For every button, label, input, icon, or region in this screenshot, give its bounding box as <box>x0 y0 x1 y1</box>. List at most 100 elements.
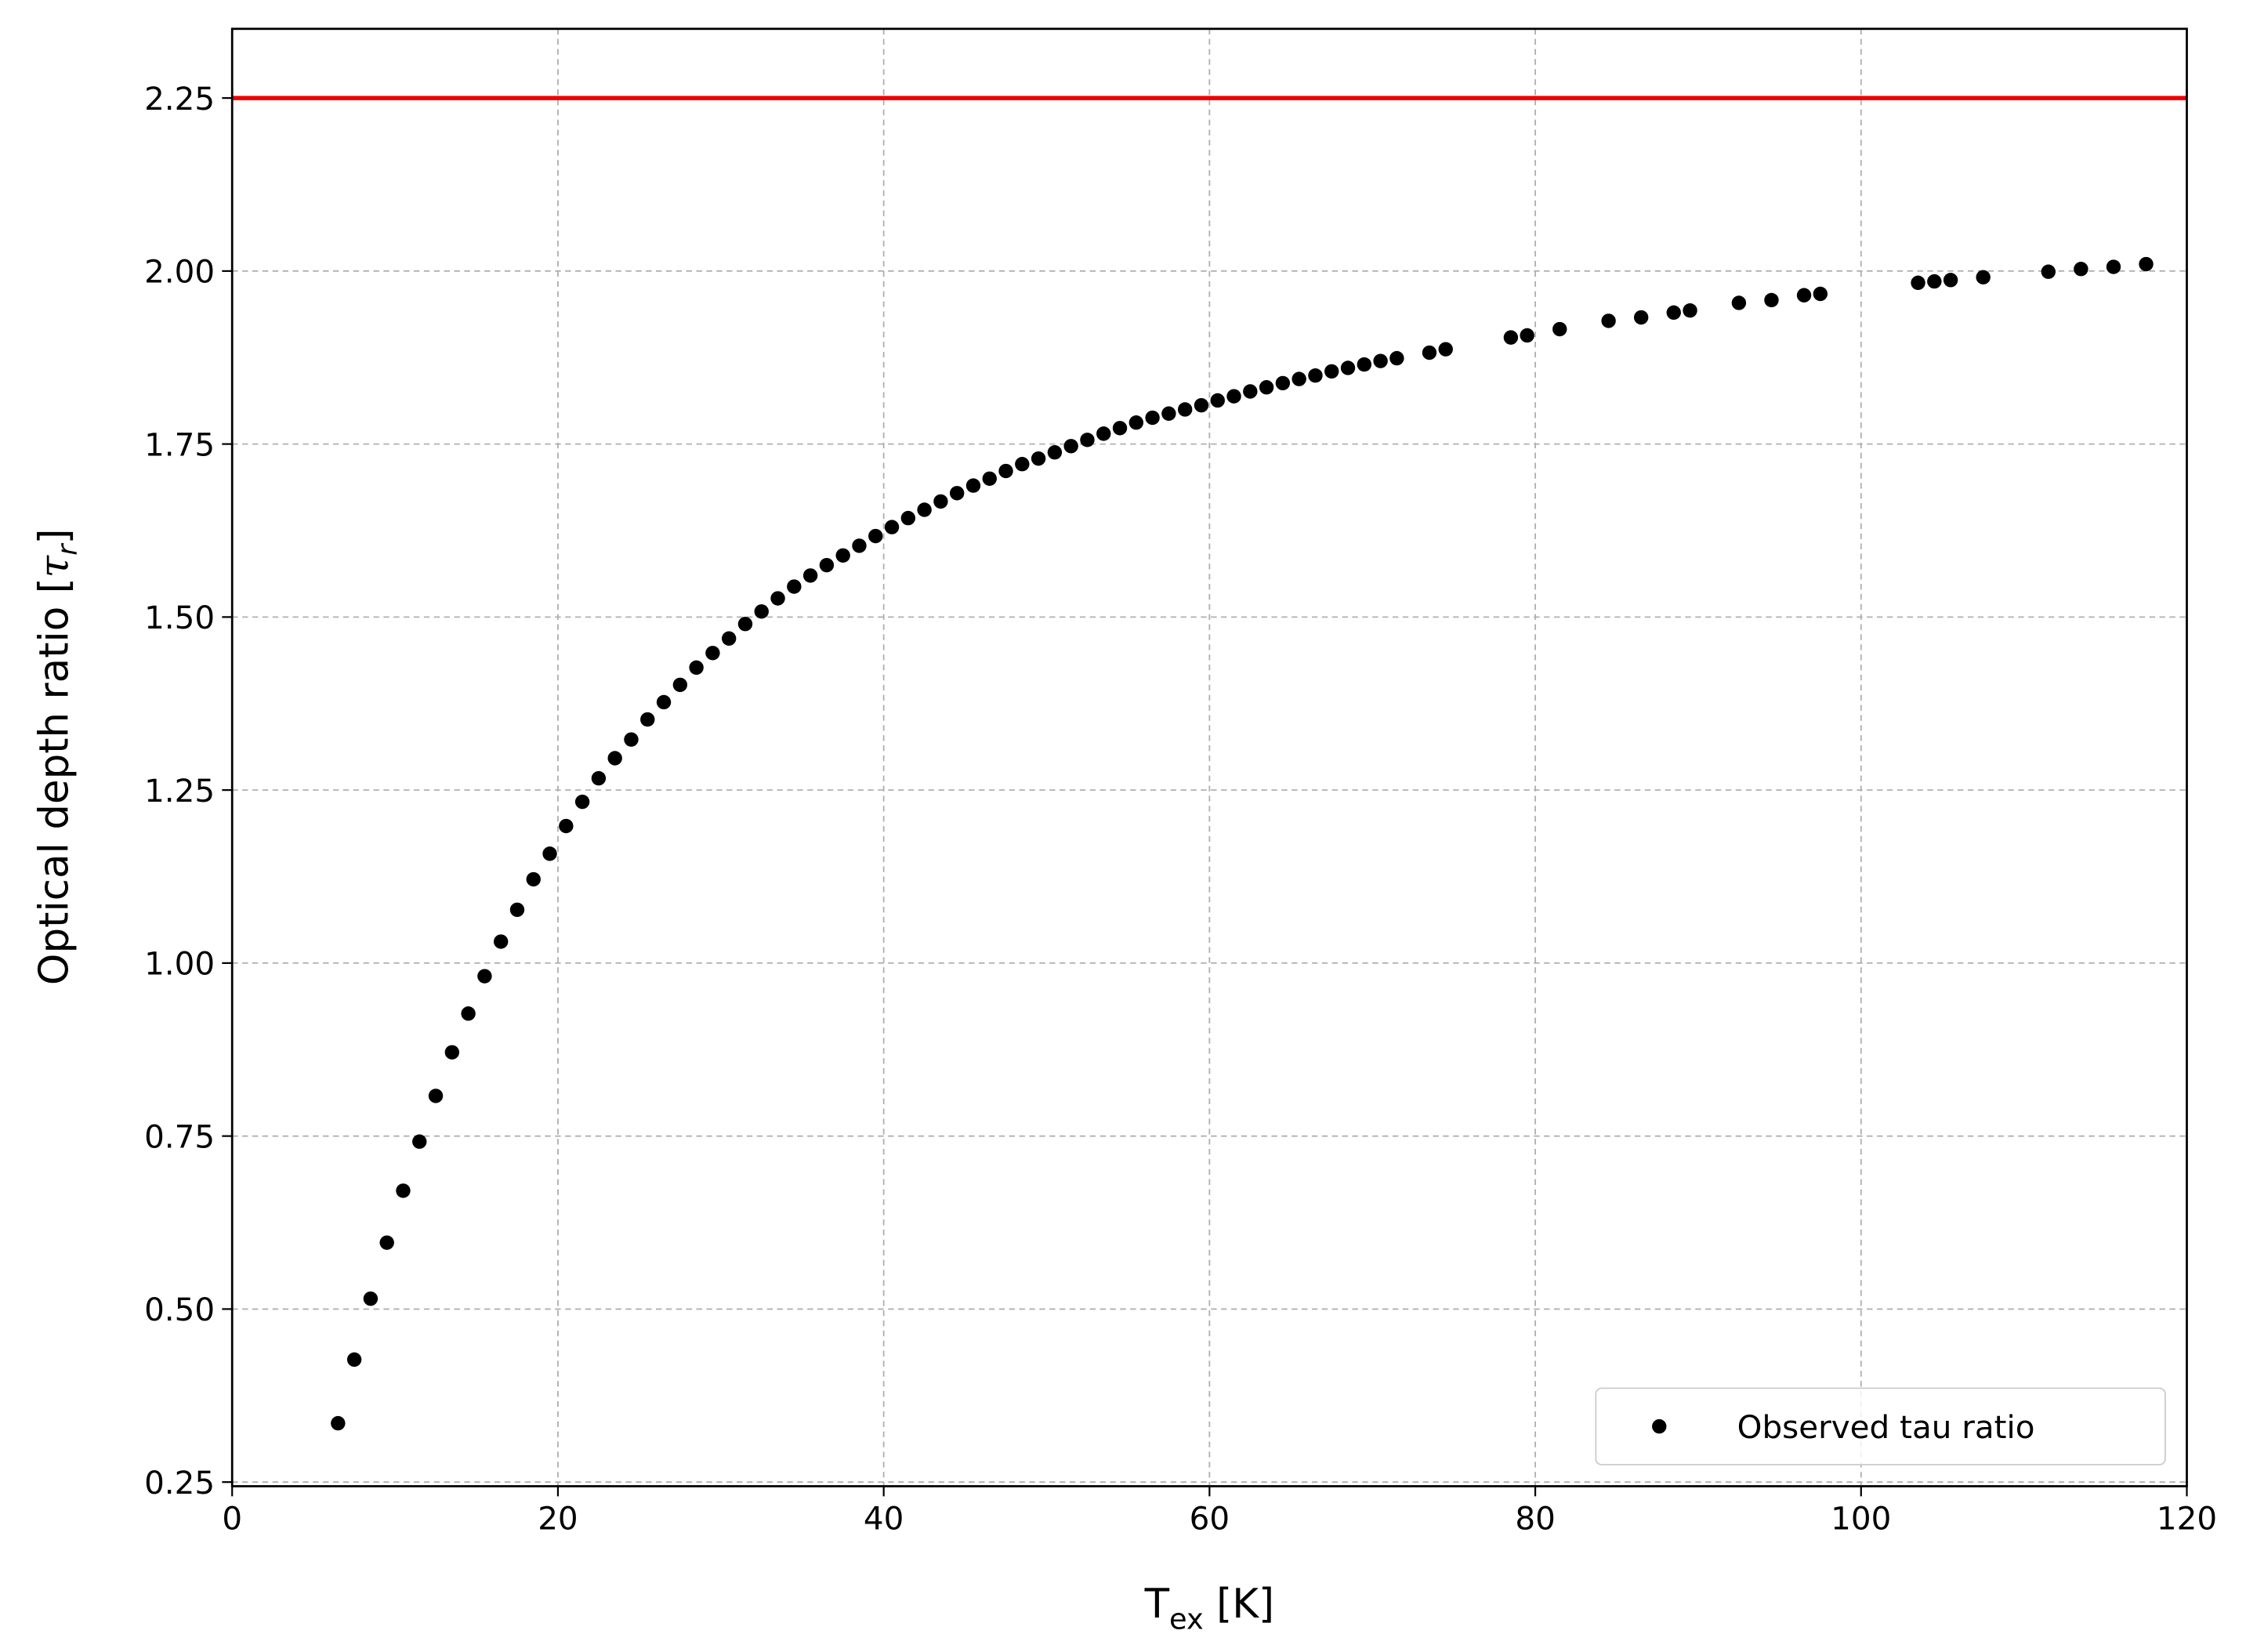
y-tick-label: 0.25 <box>144 1464 215 1502</box>
x-tick-label: 0 <box>222 1500 242 1538</box>
data-point <box>721 631 737 646</box>
x-tick-label: 40 <box>864 1500 904 1538</box>
data-point <box>1128 415 1144 430</box>
data-point <box>526 871 541 887</box>
data-point <box>1731 295 1747 310</box>
legend: Observed tau ratio <box>1595 1387 2166 1465</box>
data-point <box>1389 350 1404 366</box>
data-point <box>1112 421 1128 436</box>
data-point <box>396 1183 411 1198</box>
data-point <box>1259 380 1274 395</box>
data-point <box>346 1352 362 1368</box>
data-point <box>1145 410 1160 426</box>
y-tick-label: 1.75 <box>144 426 215 463</box>
data-point <box>477 969 492 984</box>
data-point <box>1601 313 1616 328</box>
data-point <box>1911 275 1925 291</box>
data-point <box>982 471 997 486</box>
data-point <box>461 1006 476 1021</box>
data-point <box>444 1045 460 1060</box>
data-point <box>574 794 590 810</box>
x-label-suffix: [K] <box>1204 1581 1274 1628</box>
data-point <box>705 646 720 661</box>
data-point <box>933 494 948 509</box>
data-point <box>1373 353 1388 368</box>
data-point <box>1080 433 1095 447</box>
y-label-main: Optical depth ratio [ <box>31 578 78 985</box>
data-point <box>1552 321 1567 337</box>
x-tick-label: 80 <box>1515 1500 1555 1538</box>
data-point <box>1357 357 1372 372</box>
data-point <box>331 1415 346 1431</box>
data-point <box>868 528 883 544</box>
data-point <box>591 770 607 786</box>
data-point <box>542 846 557 861</box>
data-point <box>1096 426 1111 441</box>
data-point <box>1943 273 1958 288</box>
data-point <box>672 677 688 693</box>
data-point <box>1633 310 1649 325</box>
data-point <box>1927 274 1942 289</box>
x-tick-label: 60 <box>1190 1500 1230 1538</box>
data-point <box>770 591 785 606</box>
y-tick-label: 0.75 <box>144 1118 215 1155</box>
data-point <box>1666 305 1681 321</box>
data-point <box>998 463 1013 479</box>
data-point <box>1764 292 1779 308</box>
legend-marker <box>1652 1418 1667 1434</box>
y-tick-label: 0.50 <box>144 1291 215 1328</box>
data-point <box>917 502 932 517</box>
y-label-suffix: ] <box>31 528 78 544</box>
y-tick-label: 1.25 <box>144 772 215 810</box>
y-tick-label: 1.00 <box>144 945 215 983</box>
y-label-sub: r <box>53 542 84 556</box>
x-label-main: T <box>1144 1581 1170 1628</box>
data-point <box>754 604 769 619</box>
data-point <box>1976 270 1991 284</box>
data-point <box>1047 445 1063 460</box>
y-tick-label: 2.00 <box>144 253 215 291</box>
legend-label: Observed tau ratio <box>1737 1408 2035 1446</box>
x-tick-label: 20 <box>538 1500 578 1538</box>
data-point <box>412 1134 427 1149</box>
data-point <box>1194 397 1209 413</box>
data-point <box>900 510 916 526</box>
data-point <box>949 486 965 501</box>
data-point <box>2074 262 2088 277</box>
data-point <box>493 934 509 949</box>
data-point <box>1438 342 1453 357</box>
data-point <box>2106 259 2121 274</box>
data-point <box>884 520 900 534</box>
data-point <box>640 712 655 727</box>
data-point <box>2139 256 2154 272</box>
data-point <box>363 1291 379 1306</box>
y-axis-label: Optical depth ratio [τr] <box>31 528 84 985</box>
data-point <box>1291 371 1306 386</box>
data-point <box>1063 439 1078 454</box>
data-point <box>1177 402 1193 417</box>
data-point <box>689 660 704 676</box>
data-point <box>737 617 753 632</box>
data-point <box>1340 360 1356 375</box>
data-point <box>1226 389 1241 404</box>
data-point <box>1015 457 1030 472</box>
data-point <box>1161 406 1176 421</box>
x-axis-label: Tex [K] <box>1144 1581 1275 1636</box>
x-tick-label: 100 <box>1831 1500 1891 1538</box>
data-point <box>965 478 981 493</box>
data-point <box>1422 345 1437 360</box>
data-point <box>787 579 802 594</box>
data-point <box>1503 330 1519 345</box>
data-point <box>656 694 672 710</box>
y-tick-label: 2.25 <box>144 80 215 118</box>
data-point <box>1324 364 1339 379</box>
data-point <box>509 902 525 918</box>
data-point <box>607 751 622 766</box>
data-point <box>802 568 818 583</box>
data-point <box>2041 264 2056 279</box>
data-point <box>1813 286 1828 302</box>
data-point <box>1796 288 1812 303</box>
data-point <box>1275 375 1291 391</box>
